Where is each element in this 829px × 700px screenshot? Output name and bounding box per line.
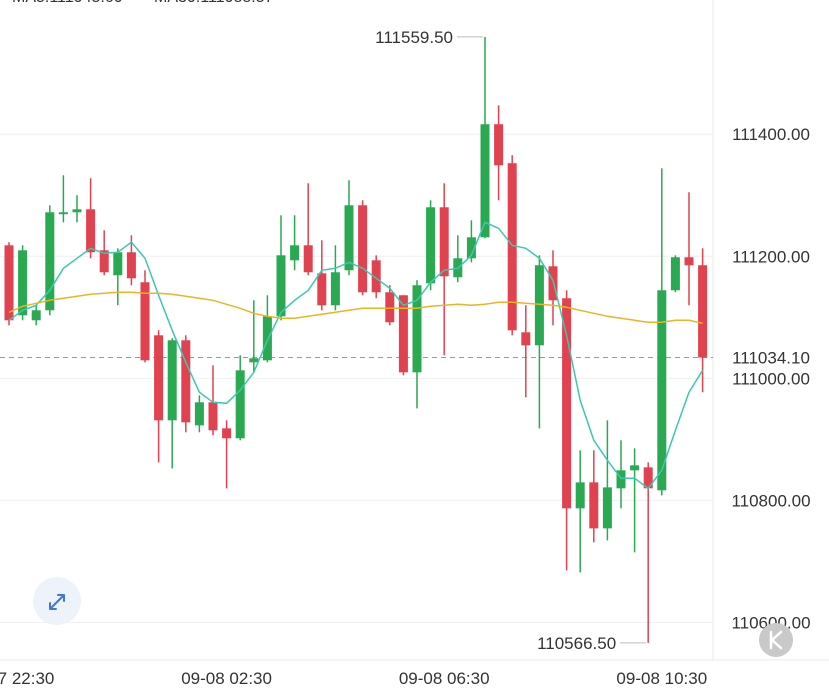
candle-body [344, 205, 354, 271]
candle-body [303, 245, 313, 273]
candle-body [630, 465, 640, 471]
candle-body [290, 245, 300, 261]
x-tick-label: 09-08 02:30 [181, 669, 272, 688]
candle-body [480, 124, 490, 238]
candle-body [262, 316, 272, 361]
x-tick-label: 09-08 06:30 [399, 669, 490, 688]
y-tick-label: 111400.00 [732, 125, 810, 144]
candle-body [181, 340, 191, 423]
candle-body [222, 428, 232, 439]
candle-body [140, 282, 150, 361]
candle-body [72, 209, 82, 213]
annotation-label: 111559.50 [375, 28, 453, 47]
candle-body [385, 292, 395, 323]
candle-body [439, 207, 449, 277]
last-price-label: 111034.10 [732, 349, 810, 368]
annotation-label: 110566.50 [537, 634, 616, 653]
candle-body [670, 257, 680, 291]
candle-body [18, 250, 28, 316]
candle-body [113, 252, 123, 276]
y-tick-label: 110600.00 [731, 613, 810, 632]
candle-body [208, 402, 218, 431]
candle-body [86, 209, 96, 253]
candle-body [602, 487, 612, 529]
candle-body [412, 285, 422, 373]
candle-body [45, 212, 55, 311]
candle-body [317, 273, 327, 306]
candle-body [684, 257, 694, 266]
candle-body [575, 482, 585, 509]
last-price-bg [718, 346, 826, 369]
legend-entry: MA5:111045.60 [12, 0, 123, 6]
candle-body [99, 250, 109, 273]
candle-body [249, 358, 259, 363]
candle-body [126, 252, 136, 279]
candle-body [167, 340, 177, 421]
candle-body [616, 470, 626, 489]
candle-body [698, 265, 708, 358]
candle-body [154, 335, 164, 421]
candle-body [521, 332, 531, 346]
x-tick-label: 09-08 10:30 [616, 669, 707, 688]
legend-entry: MA30:111088.57 [154, 0, 274, 6]
candle-body [4, 245, 14, 321]
candle-body [534, 265, 544, 346]
candle-body [235, 370, 245, 439]
candle-body [494, 124, 504, 166]
candle-body [657, 290, 667, 491]
candle-body [330, 272, 340, 306]
candle-body [589, 482, 599, 529]
y-tick-label: 111000.00 [732, 369, 810, 388]
ma-line [8, 221, 704, 490]
k-button[interactable] [759, 623, 793, 657]
candle-body [371, 260, 381, 293]
candle-body [31, 310, 41, 321]
ma-line [8, 291, 703, 325]
candle-body [194, 402, 204, 426]
candle-body [643, 467, 653, 489]
x-tick-label: 09-07 22:30 [0, 669, 54, 688]
candle-body [358, 205, 368, 293]
candle-body [276, 255, 286, 317]
candle-body [466, 237, 476, 259]
candle-body [562, 298, 572, 509]
y-tick-label: 110800.00 [731, 491, 810, 510]
expand-button[interactable] [33, 577, 81, 625]
candle-body [398, 295, 408, 373]
candle-body [426, 207, 436, 284]
y-tick-label: 111200.00 [732, 247, 810, 266]
candle-body [507, 163, 517, 331]
candle-body [58, 212, 68, 215]
